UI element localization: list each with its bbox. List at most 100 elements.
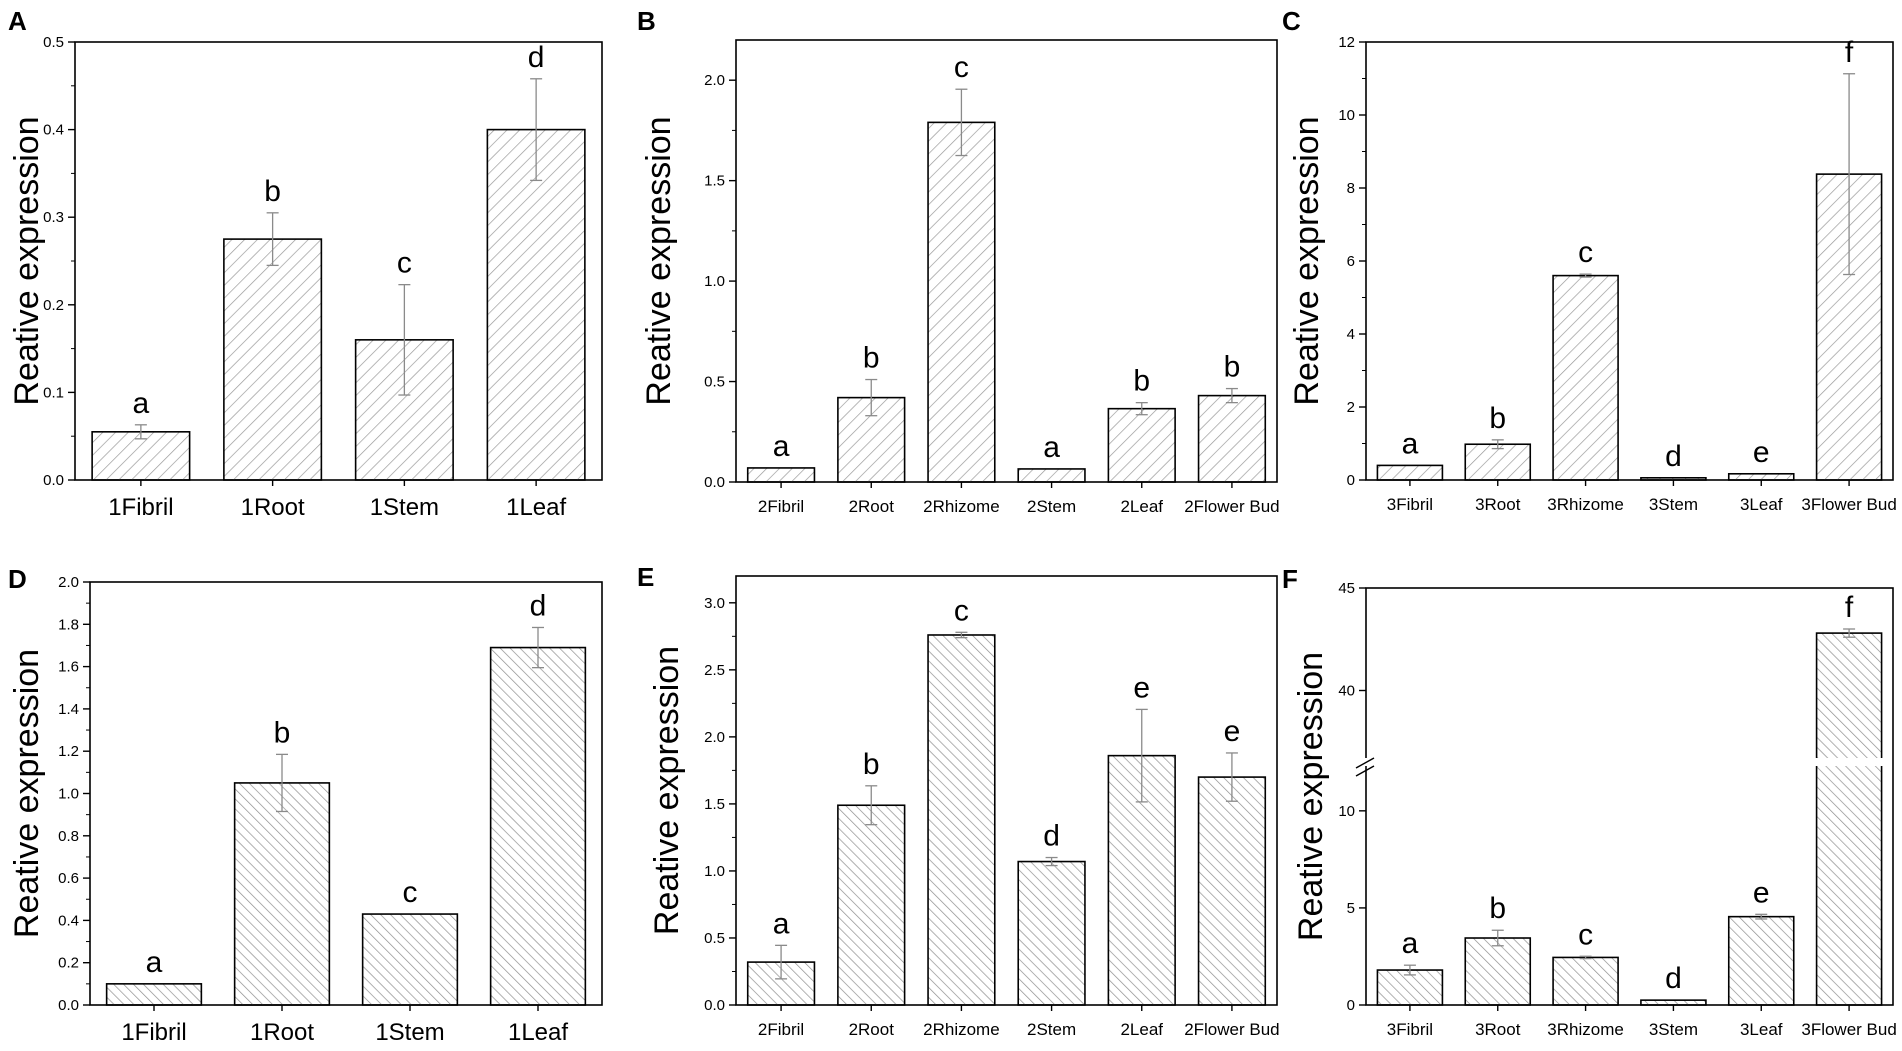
bar-f-3fibril — [1376, 969, 1444, 1006]
significance-label-c: a — [1402, 427, 1419, 460]
y-tick-label-c: 6 — [1347, 253, 1355, 270]
x-tick-label-c: 3Fibril — [1387, 495, 1433, 514]
y-tick-label-d: 2.0 — [58, 574, 79, 591]
y-tick-label-c: 0 — [1347, 472, 1355, 489]
bar-b-2stem — [1017, 468, 1086, 483]
bar-c-3root — [1464, 443, 1532, 481]
y-tick-label-c: 12 — [1338, 34, 1355, 51]
panel-letter-a: A — [8, 6, 27, 36]
y-tick-label-f: 0 — [1347, 997, 1355, 1014]
bar-d-1fibril — [105, 983, 203, 1006]
y-axis-label-f: Reative expression — [1292, 652, 1330, 941]
significance-label-b: b — [1224, 351, 1241, 384]
y-tick-label-d: 1.4 — [58, 701, 79, 718]
x-tick-label-c: 3Rhizome — [1547, 495, 1624, 514]
significance-label-e: d — [1043, 820, 1060, 853]
y-tick-label-f: 10 — [1338, 803, 1355, 820]
y-tick-label-d: 1.6 — [58, 659, 79, 676]
y-axis-label-e: Reative expression — [648, 646, 686, 935]
x-tick-label-e: 2Rhizome — [923, 1020, 1000, 1039]
x-tick-label-a: 1Stem — [370, 494, 439, 521]
x-tick-label-b: 2Rhizome — [923, 497, 1000, 516]
panel-letter-f: F — [1282, 564, 1298, 594]
panel-e: E Reative expression 0.0 0.5 1.0 1.5 2.0 2.5 3.0… — [637, 562, 1280, 1039]
x-tick-label-b: 2Flower Bud — [1184, 497, 1279, 516]
y-tick-label-e: 1.0 — [704, 863, 725, 880]
bar-d-1leaf — [489, 646, 587, 1006]
x-tick-label-b: 2Leaf — [1120, 497, 1163, 516]
x-tick-label-d: 1Fibril — [121, 1019, 186, 1046]
significance-label-e: a — [773, 907, 790, 940]
y-tick-label-e: 0.0 — [704, 997, 725, 1014]
x-tick-label-a: 1Fibril — [108, 494, 173, 521]
y-axis-label-d: Reative expression — [8, 649, 46, 938]
y-tick-label-b: 1.0 — [704, 273, 725, 290]
panel-letter-e: E — [637, 562, 654, 592]
bar-c-3rhizome — [1552, 274, 1619, 481]
x-tick-label-a: 1Root — [241, 494, 305, 521]
panel-b: B Reative expression 0.0 0.5 1.0 1.5 2.0 a 2Fibr… — [637, 6, 1280, 516]
x-tick-label-f: 3Flower Bud — [1801, 1020, 1896, 1039]
bar-a-1leaf — [486, 128, 586, 481]
significance-label-b: b — [863, 342, 880, 375]
bar-e-2stem — [1017, 860, 1086, 1006]
bar-b-2fibril — [746, 467, 816, 483]
x-tick-label-d: 1Root — [250, 1019, 314, 1046]
y-tick-label-c: 4 — [1347, 326, 1355, 343]
bar-f-3leaf — [1727, 915, 1795, 1006]
bar-b-2flower-bud — [1197, 394, 1267, 483]
significance-label-f: c — [1578, 918, 1593, 951]
x-tick-label-f: 3Leaf — [1740, 1020, 1783, 1039]
x-tick-label-b: 2Root — [849, 497, 895, 516]
x-tick-label-d: 1Stem — [375, 1019, 444, 1046]
y-tick-label-a: 0.4 — [43, 122, 64, 139]
y-tick-label-f: 45 — [1338, 580, 1355, 597]
y-tick-label-a: 0.5 — [43, 34, 64, 51]
y-axis-label-a: Reative expression — [8, 116, 46, 405]
x-tick-label-e: 2Leaf — [1120, 1020, 1163, 1039]
bar-c-3stem — [1640, 477, 1707, 481]
significance-label-f: d — [1665, 962, 1682, 995]
y-tick-label-a: 0.2 — [43, 297, 64, 314]
y-tick-label-c: 10 — [1338, 107, 1355, 124]
panel-a: A Reative expression 0.0 0.1 0.2 0.3 0.4 0.5 a 1F… — [8, 6, 603, 521]
y-tick-label-a: 0.1 — [43, 384, 64, 401]
bar-f-3stem — [1640, 999, 1707, 1006]
plot-frame-e — [735, 575, 1278, 1006]
y-axis-label-b: Reative expression — [640, 116, 678, 405]
panel-letter-c: C — [1282, 6, 1301, 36]
y-tick-label-f: 5 — [1347, 900, 1355, 917]
significance-label-f: a — [1402, 927, 1419, 960]
panel-c: C Reative expression 0 2 4 6 8 10 12 a 3Fibril b 3Ro… — [1282, 6, 1897, 514]
bar-b-2rhizome — [927, 121, 996, 483]
y-tick-label-a: 0.3 — [43, 209, 64, 226]
y-tick-label-d: 0.8 — [58, 828, 79, 845]
y-tick-label-a: 0.0 — [43, 472, 64, 489]
bar-d-1stem — [361, 913, 459, 1006]
significance-label-e: e — [1133, 671, 1150, 704]
y-tick-label-f: 40 — [1338, 683, 1355, 700]
y-axis-label-c: Reative expression — [1288, 116, 1326, 405]
x-tick-label-f: 3Root — [1475, 1020, 1521, 1039]
plot-frame-c — [1365, 41, 1894, 481]
y-tick-label-d: 0.0 — [58, 997, 79, 1014]
x-tick-label-a: 1Leaf — [506, 494, 566, 521]
significance-label-f: b — [1489, 892, 1506, 925]
y-tick-label-c: 2 — [1347, 399, 1355, 416]
x-tick-label-b: 2Stem — [1027, 497, 1076, 516]
x-tick-label-f: 3Stem — [1649, 1020, 1698, 1039]
x-tick-label-f: 3Fibril — [1387, 1020, 1433, 1039]
bar-c-3fibril — [1376, 464, 1444, 481]
x-tick-label-c: 3Leaf — [1740, 495, 1783, 514]
y-tick-label-d: 1.0 — [58, 786, 79, 803]
significance-label-e: b — [863, 748, 880, 781]
significance-label-f: f — [1845, 591, 1854, 624]
significance-label-b: b — [1133, 365, 1150, 398]
x-tick-label-d: 1Leaf — [508, 1019, 568, 1046]
y-tick-label-e: 2.5 — [704, 662, 725, 679]
y-tick-label-d: 0.4 — [58, 912, 79, 929]
x-tick-label-e: 2Fibril — [758, 1020, 804, 1039]
significance-label-d: d — [530, 589, 547, 622]
x-tick-label-e: 2Root — [849, 1020, 895, 1039]
significance-label-e: e — [1224, 715, 1241, 748]
